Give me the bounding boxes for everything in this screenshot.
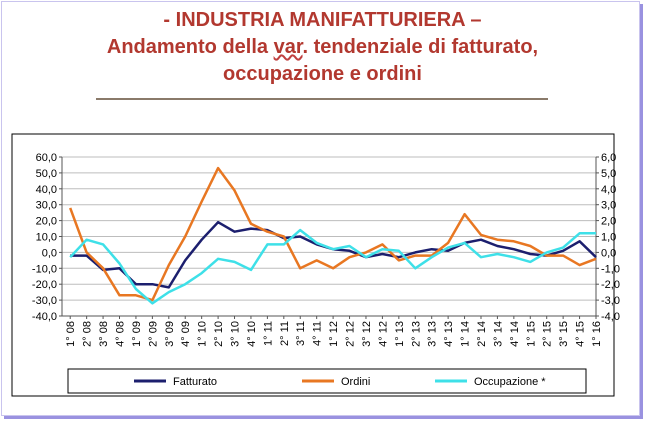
title-line-1: - INDUSTRIA MANIFATTURIERA – <box>163 9 482 31</box>
x-axis-tick-label: 3° 08 <box>98 321 110 347</box>
left-axis-tick-label: 60,0 <box>36 152 57 164</box>
right-axis-tick-label: -4,0 <box>601 311 620 323</box>
title-divider <box>96 98 548 100</box>
left-axis-tick-label: 20,0 <box>36 216 57 228</box>
left-axis-tick-label: 10,0 <box>36 232 57 244</box>
x-axis-tick-label: 1° 12 <box>328 321 340 347</box>
right-axis-tick-label: -2,0 <box>601 279 620 291</box>
right-axis-tick-label: 5,0 <box>601 168 616 180</box>
title-line-2: Andamento della var. tendenziale di fatt… <box>0 35 645 59</box>
left-axis-tick-label: 40,0 <box>36 184 57 196</box>
x-axis-tick-label: 3° 14 <box>492 321 504 347</box>
x-axis-tick-label: 1° 10 <box>197 321 209 347</box>
left-axis-tick-label: -10,0 <box>32 263 57 275</box>
x-axis-tick-label: 1° 08 <box>65 321 77 347</box>
x-axis-tick-label: 4° 09 <box>180 321 192 347</box>
series-line-3 <box>69 228 596 305</box>
right-axis-tick-label: 1,0 <box>601 232 616 244</box>
right-axis-tick-label: 4,0 <box>601 184 616 196</box>
x-axis-tick-label: 4° 15 <box>575 321 587 347</box>
x-axis-tick-label: 2° 08 <box>82 321 94 347</box>
x-axis-tick-label: 2° 11 <box>279 321 291 346</box>
x-axis-tick-label: 2° 15 <box>542 321 554 347</box>
x-axis-tick-label: 4° 11 <box>312 321 324 346</box>
x-axis-tick-label: 1° 11 <box>262 321 274 346</box>
right-axis-tick-label: 3,0 <box>601 200 616 212</box>
x-axis-tick-label: 1° 15 <box>525 321 537 347</box>
right-axis-tick-label: -3,0 <box>601 295 620 307</box>
x-axis-tick-label: 1° 16 <box>591 321 603 347</box>
x-axis-tick-label: 3° 13 <box>427 321 439 347</box>
x-axis-tick-label: 3° 10 <box>230 321 242 347</box>
right-axis-tick-label: -1,0 <box>601 263 620 275</box>
left-axis-tick-label: -20,0 <box>32 279 57 291</box>
x-axis-tick-label: 2° 09 <box>147 321 159 347</box>
title-line-2-end: . tendenziale di fatturato, <box>302 36 539 58</box>
x-axis-tick-label: 3° 11 <box>295 321 307 346</box>
title-line-3: occupazione e ordini <box>223 63 422 85</box>
x-axis-tick-label: 1° 09 <box>131 321 143 347</box>
x-axis-tick-label: 2° 14 <box>476 321 488 347</box>
right-axis-tick-label: 0,0 <box>601 247 616 259</box>
chart-border <box>11 133 615 397</box>
x-axis-tick-label: 1° 13 <box>394 321 406 347</box>
left-axis-tick-label: -30,0 <box>32 295 57 307</box>
title-line-2-var: var <box>273 36 303 58</box>
x-axis-tick-label: 4° 08 <box>115 321 127 347</box>
x-axis-tick-label: 4° 13 <box>443 321 455 347</box>
left-axis-tick-label: 50,0 <box>36 168 57 180</box>
x-axis-tick-label: 3° 12 <box>361 321 373 347</box>
x-axis-tick-label: 2° 12 <box>345 321 357 347</box>
x-axis-tick-label: 3° 15 <box>558 321 570 347</box>
series-line-2 <box>69 166 597 302</box>
x-axis-tick-label: 3° 09 <box>164 321 176 347</box>
left-axis-tick-label: 0,0 <box>42 247 57 259</box>
x-axis-tick-label: 2° 13 <box>410 321 422 347</box>
x-axis-tick-label: 4° 14 <box>509 321 521 347</box>
left-axis-tick-label: 30,0 <box>36 200 57 212</box>
right-axis-tick-label: 6,0 <box>601 152 616 164</box>
x-axis-tick-label: 4° 10 <box>246 321 258 347</box>
legend-label: Fatturato <box>173 376 217 388</box>
right-axis-tick-label: 2,0 <box>601 216 616 228</box>
x-axis-tick-label: 4° 12 <box>377 321 389 347</box>
left-axis-tick-label: -40,0 <box>32 311 57 323</box>
title-line-2-start: Andamento della <box>106 36 274 58</box>
legend-label: Occupazione * <box>474 376 546 388</box>
x-axis-tick-label: 2° 10 <box>213 321 225 347</box>
x-axis-tick-label: 1° 14 <box>460 321 472 347</box>
legend-label: Ordini <box>341 376 370 388</box>
